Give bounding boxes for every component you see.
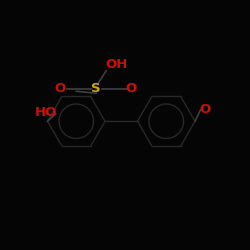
Text: O: O	[54, 82, 66, 94]
Text: O: O	[200, 103, 210, 116]
Text: HO: HO	[35, 106, 58, 120]
Text: OH: OH	[105, 58, 128, 71]
Text: S: S	[92, 82, 101, 94]
Text: O: O	[126, 82, 137, 94]
